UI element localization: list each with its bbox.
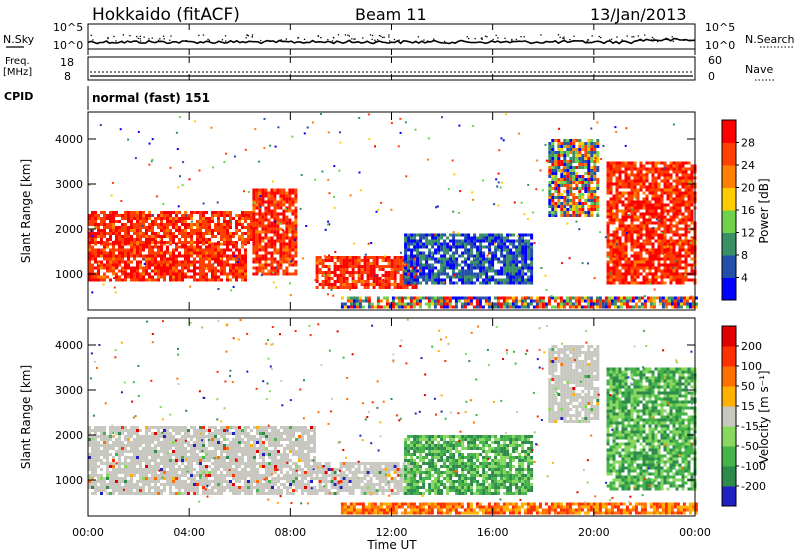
colorbar-tick-label: 24 [741,159,755,172]
colorbar-segment [722,386,736,407]
velocity-colorbar: 200 100 50 15 -15 -50 -100 -200 [721,325,766,507]
colorbar-segment [722,466,736,487]
colorbar-segment [722,142,736,166]
nsky-series [87,37,696,45]
y-tick-label: 1000 [55,474,83,487]
x-tick-label: 16:00 [477,526,509,539]
colorbar-segment [722,120,736,143]
freq-tick-top: 18 [60,56,74,69]
y-tick-label: 3000 [55,384,83,397]
x-tick-label: 20:00 [578,526,610,539]
velocity-panel: 1000 2000 3000 4000 Slant Range [km] 200 100… [19,317,771,517]
y-tick-label: 2000 [55,223,83,236]
colorbar-tick-label: -50 [741,440,759,453]
velocity-data [88,318,698,515]
nsearch-tick-top: 10^5 [705,21,735,34]
nsearch-tick-bottom: 10^0 [705,39,735,52]
x-tick-label: 00:00 [72,526,104,539]
x-tick-label: 04:00 [173,526,205,539]
date-title: 13/Jan/2013 [590,5,687,24]
colorbar-segment [722,210,736,233]
colorbar-tick-label: -100 [741,460,766,473]
freq-tick-bottom: 8 [64,70,71,83]
x-axis-label: Time UT [366,538,417,552]
colorbar-segment [722,187,736,211]
cpid-label: CPID [4,90,33,103]
nave-tick-top: 60 [708,54,722,67]
cpid-value: normal (fast) 151 [92,91,210,105]
station-title: Hokkaido (fitACF) [92,5,240,25]
power-ylabel: Slant Range [km] [19,159,33,263]
x-tick-label: 00:00 [679,526,711,539]
x-tick-label: 08:00 [274,526,306,539]
colorbar-segment [722,326,736,347]
y-tick-label: 1000 [55,268,83,281]
y-tick-label: 4000 [55,339,83,352]
colorbar-tick-label: 28 [741,137,755,150]
colorbar-segment [722,426,736,447]
time-axis: 00:00 04:00 08:00 12:00 16:00 20:00 00:00 [72,24,711,539]
freq-panel: Freq. [MHz] 18 8 60 0 Nave [3,54,775,83]
colorbar-tick-label: 100 [741,360,762,373]
nave-label: Nave [745,63,773,76]
freq-unit: [MHz] [3,67,32,78]
y-tick-label: 3000 [55,178,83,191]
colorbar-tick-label: 16 [741,204,755,217]
colorbar-tick-label: -200 [741,480,766,493]
colorbar-tick-label: 50 [741,380,755,393]
y-tick-label: 2000 [55,429,83,442]
power-colorbar: 4 8 12 16 20 24 28 [721,119,755,301]
x-tick-label: 12:00 [376,526,408,539]
colorbar-segment [722,232,736,256]
colorbar-tick-label: -15 [741,420,759,433]
colorbar-tick-label: 12 [741,227,755,240]
colorbar-segment [722,406,736,427]
nsearch-series [90,34,691,43]
colorbar-segment [722,346,736,367]
beam-title: Beam 11 [355,5,427,24]
nsky-tick-top: 10^5 [53,21,83,34]
velocity-ylabel: Slant Range [km] [19,365,33,469]
power-panel: 1000 2000 3000 4000 Slant Range [km] 4 8 12 16… [19,111,771,311]
colorbar-segment [722,486,736,507]
colorbar-segment [722,277,736,301]
nsky-panel: N.Sky 10^5 10^0 10^5 10^0 N.Search [3,21,795,52]
colorbar-tick-label: 20 [741,182,755,195]
colorbar-tick-label: 8 [741,249,748,262]
nave-tick-bottom: 0 [708,70,715,83]
colorbar-tick-label: 200 [741,340,762,353]
colorbar-segment [722,366,736,387]
nsearch-label: N.Search [745,33,795,46]
y-tick-label: 4000 [55,133,83,146]
colorbar-segment [722,255,736,278]
power-cbar-label: Power [dB] [757,178,771,243]
velocity-cbar-label: Velocity [m s⁻¹] [757,370,771,463]
colorbar-segment [722,446,736,467]
nsky-tick-bottom: 10^0 [53,39,83,52]
colorbar-tick-label: 15 [741,400,755,413]
colorbar-tick-label: 4 [741,272,748,285]
power-data [88,113,698,309]
freq-label: Freq. [5,56,30,67]
nsky-label: N.Sky [3,33,35,46]
colorbar-segment [722,165,736,188]
